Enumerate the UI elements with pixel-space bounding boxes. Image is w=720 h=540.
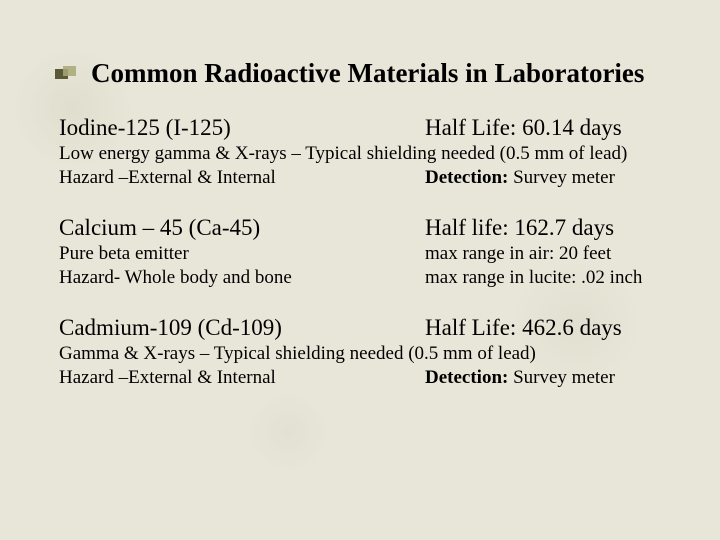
detection-text: Detection: Survey meter [425, 367, 675, 389]
detection-value: Survey meter [508, 367, 615, 388]
detection-text: Detection: Survey meter [425, 167, 675, 189]
shielding-line: Low energy gamma & X-rays – Typical shie… [59, 143, 675, 165]
detection-label: Detection: [425, 367, 508, 388]
emitter-text: Pure beta emitter [59, 243, 425, 265]
isotope-header-row: Cadmium-109 (Cd-109) Half Life: 462.6 da… [59, 315, 675, 341]
isotope-name: Iodine-125 (I-125) [59, 115, 425, 141]
half-life: Half Life: 462.6 days [425, 315, 675, 341]
hazard-text: Hazard –External & Internal [59, 167, 425, 189]
section-iodine: Iodine-125 (I-125) Half Life: 60.14 days… [59, 115, 675, 189]
isotope-name: Calcium – 45 (Ca-45) [59, 215, 425, 241]
section-cadmium: Cadmium-109 (Cd-109) Half Life: 462.6 da… [59, 315, 675, 389]
detection-value: Survey meter [508, 167, 615, 188]
detection-label: Detection: [425, 167, 508, 188]
section-calcium: Calcium – 45 (Ca-45) Half life: 162.7 da… [59, 215, 675, 289]
hazard-detection-row: Hazard –External & Internal Detection: S… [59, 167, 675, 189]
isotope-name: Cadmium-109 (Cd-109) [59, 315, 425, 341]
half-life: Half life: 162.7 days [425, 215, 675, 241]
range-lucite-text: max range in lucite: .02 inch [425, 267, 675, 289]
slide-title: Common Radioactive Materials in Laborato… [91, 58, 644, 89]
hazard-range-row: Hazard- Whole body and bone max range in… [59, 267, 675, 289]
title-row: Common Radioactive Materials in Laborato… [55, 58, 675, 89]
range-air-text: max range in air: 20 feet [425, 243, 675, 265]
isotope-header-row: Calcium – 45 (Ca-45) Half life: 162.7 da… [59, 215, 675, 241]
half-life: Half Life: 60.14 days [425, 115, 675, 141]
bullet-icon [55, 66, 77, 82]
hazard-text: Hazard –External & Internal [59, 367, 425, 389]
slide-content: Common Radioactive Materials in Laborato… [0, 0, 720, 540]
isotope-header-row: Iodine-125 (I-125) Half Life: 60.14 days [59, 115, 675, 141]
hazard-text: Hazard- Whole body and bone [59, 267, 425, 289]
hazard-detection-row: Hazard –External & Internal Detection: S… [59, 367, 675, 389]
emitter-range-row: Pure beta emitter max range in air: 20 f… [59, 243, 675, 265]
shielding-line: Gamma & X-rays – Typical shielding neede… [59, 343, 675, 365]
